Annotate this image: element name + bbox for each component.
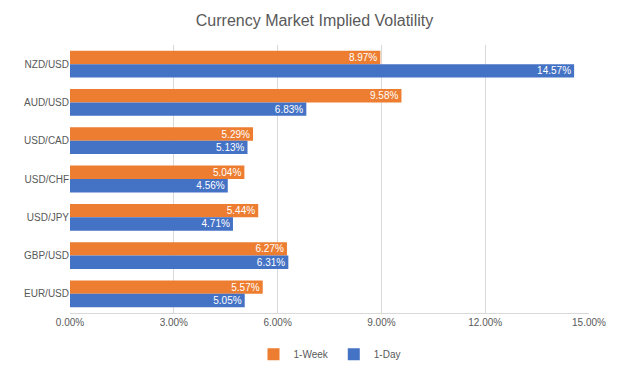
svg-text:USD/CHF: USD/CHF [25,174,69,185]
svg-text:5.05%: 5.05% [213,295,241,306]
svg-text:9.00%: 9.00% [367,317,395,328]
svg-text:1-Day: 1-Day [374,349,401,360]
svg-text:5.57%: 5.57% [231,282,259,293]
svg-text:4.71%: 4.71% [202,218,230,229]
svg-text:USD/CAD: USD/CAD [24,135,69,146]
svg-text:3.00%: 3.00% [160,317,188,328]
svg-text:6.27%: 6.27% [255,243,283,254]
svg-text:NZD/USD: NZD/USD [25,59,69,70]
svg-text:AUD/USD: AUD/USD [24,97,69,108]
svg-text:USD/JPY: USD/JPY [27,212,70,223]
svg-text:5.44%: 5.44% [227,205,255,216]
svg-text:4.56%: 4.56% [196,180,224,191]
svg-text:6.00%: 6.00% [263,317,291,328]
svg-text:9.58%: 9.58% [370,90,398,101]
svg-text:5.04%: 5.04% [213,167,241,178]
svg-text:0.00%: 0.00% [56,317,84,328]
svg-text:5.29%: 5.29% [222,129,250,140]
svg-text:1-Week: 1-Week [294,349,329,360]
svg-text:8.97%: 8.97% [349,52,377,63]
svg-text:14.57%: 14.57% [537,65,571,76]
svg-text:GBP/USD: GBP/USD [24,250,69,261]
svg-text:EUR/USD: EUR/USD [24,288,69,299]
svg-text:6.31%: 6.31% [257,257,285,268]
svg-text:6.83%: 6.83% [275,104,303,115]
svg-text:15.00%: 15.00% [572,317,606,328]
svg-text:5.13%: 5.13% [216,142,244,153]
svg-text:12.00%: 12.00% [468,317,502,328]
svg-text:Currency Market Implied Volati: Currency Market Implied Volatility [196,12,433,29]
